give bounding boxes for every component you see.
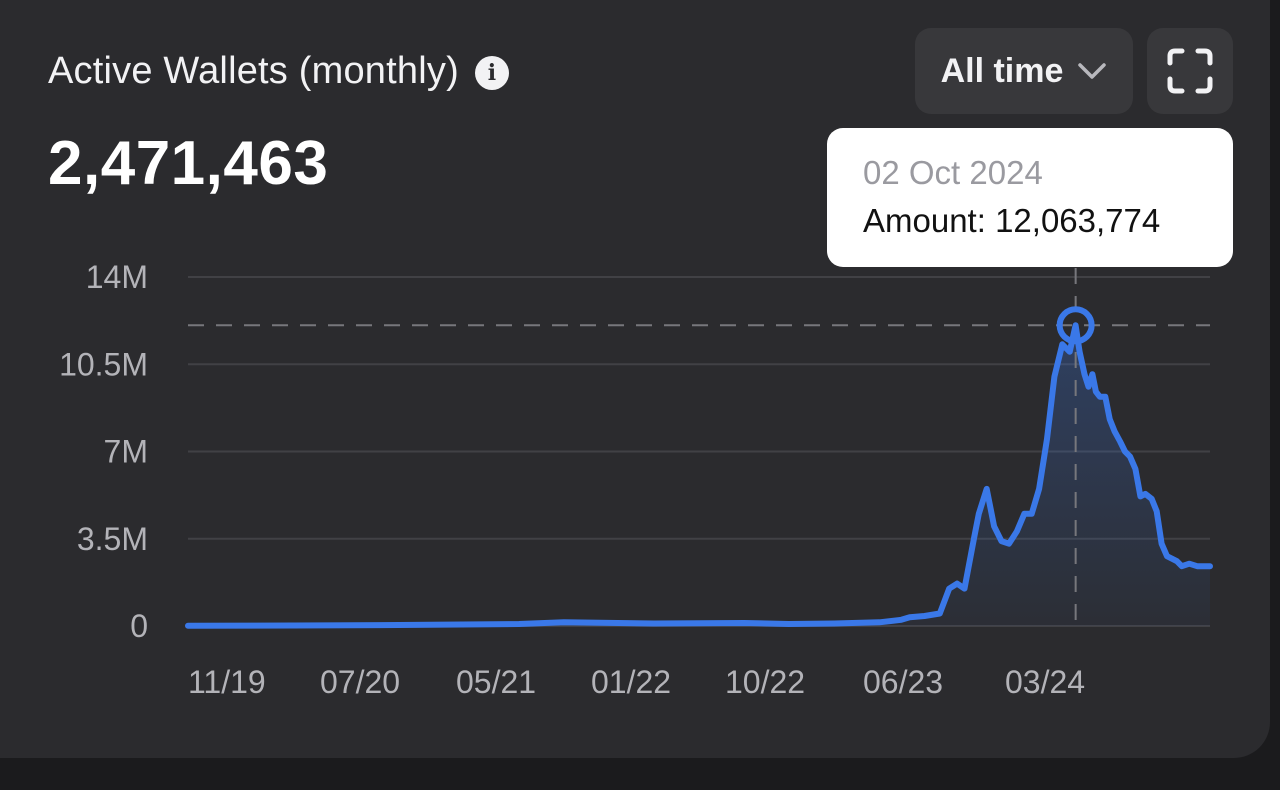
y-tick-label: 14M [86, 259, 148, 295]
time-range-label: All time [940, 51, 1064, 90]
series-area [188, 325, 1210, 626]
x-tick-label: 01/22 [591, 664, 671, 700]
x-tick-label: 03/24 [1005, 664, 1085, 700]
x-tick-label: 10/22 [725, 664, 805, 700]
highlight-point [1056, 306, 1095, 345]
series-line [185, 322, 1213, 629]
chevron-down-icon [1078, 63, 1107, 79]
x-tick-label: 05/21 [456, 664, 536, 700]
x-tick-label: 07/20 [320, 664, 400, 700]
tooltip-amount: Amount: 12,063,774 [863, 202, 1161, 239]
y-tick-label: 10.5M [59, 346, 148, 382]
chart-title: Active Wallets (monthly) [48, 50, 459, 92]
title-row: Active Wallets (monthly) i [48, 50, 509, 93]
fullscreen-icon [1167, 48, 1213, 94]
fullscreen-button[interactable] [1147, 28, 1233, 114]
y-tick-label: 0 [130, 608, 148, 644]
tooltip-date: 02 Oct 2024 [863, 154, 1043, 191]
y-tick-label: 3.5M [77, 521, 148, 557]
y-tick-label: 7M [104, 434, 148, 470]
time-range-select[interactable]: All time [915, 28, 1133, 114]
x-tick-label: 11/19 [188, 664, 266, 700]
chart-tooltip: 02 Oct 2024 Amount: 12,063,774 [827, 128, 1233, 267]
current-value: 2,471,463 [48, 129, 329, 198]
info-icon[interactable]: i [474, 55, 509, 90]
x-tick-label: 06/23 [863, 664, 943, 700]
